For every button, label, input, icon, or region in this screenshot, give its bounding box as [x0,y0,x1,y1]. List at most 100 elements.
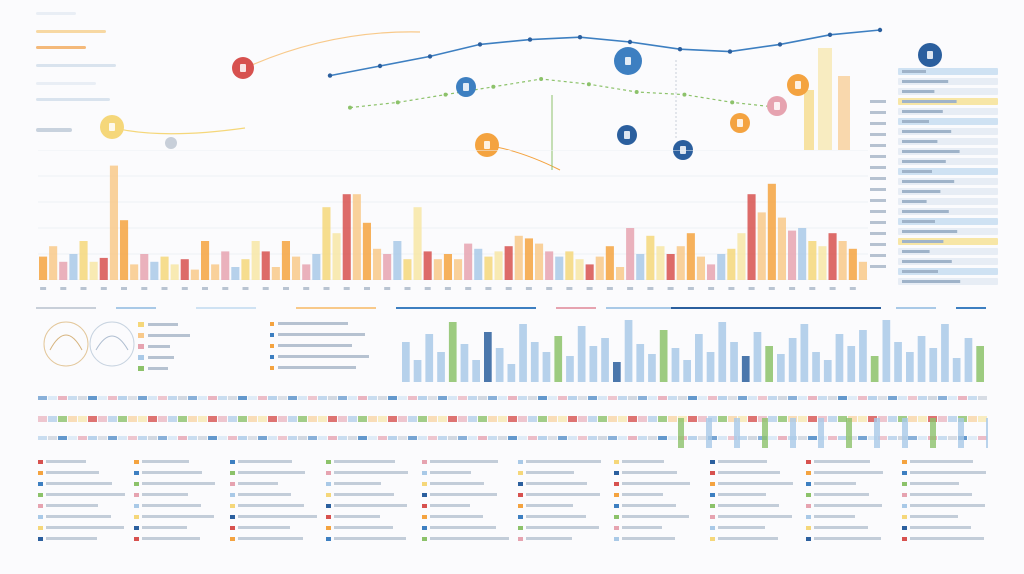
heat-cell [188,436,197,440]
table-swatch [38,493,43,497]
mid-bar [472,360,480,382]
bar [89,261,98,280]
heat-cell [848,396,857,400]
right-panel-row [898,188,998,195]
table-cell [430,526,496,529]
heat-cell [718,416,727,422]
heat-cell [378,416,387,422]
heat-cell [168,416,177,422]
heat-cell [768,416,777,422]
overlay-lines [109,27,883,171]
table-swatch [902,504,907,508]
table-swatch [134,515,139,519]
line-point [577,35,583,40]
table-swatch [422,471,427,475]
line-point [477,42,483,47]
table-swatch [518,493,523,497]
table-cell [46,482,112,485]
heat-cell [908,396,917,400]
right-panel-row [898,108,998,115]
heat-cell [638,416,647,422]
bar [737,233,746,280]
right-panel-rows [898,68,998,285]
right-label [870,177,886,180]
x-tick-label [525,287,532,290]
table-cell [718,460,767,463]
x-tick-label [202,287,208,290]
text-line [278,333,365,336]
x-tick-label [343,287,350,290]
heat-cell [928,396,937,400]
heat-cell [368,416,377,422]
line-point [634,90,639,94]
mid-bar [952,358,961,382]
mid-bar [741,356,750,382]
node-grey [165,137,177,149]
heat-cell [208,396,217,400]
heat-cell [708,436,717,440]
text-bullet [270,366,274,370]
right-panel-text [902,140,938,143]
heat-cell [488,436,497,440]
heat-cell [918,436,927,440]
heat-cell [688,436,697,440]
table-cell [430,537,509,540]
table-cell [814,537,881,540]
heat-cell [748,416,757,422]
heat-column [902,418,908,448]
heat-column [958,418,964,448]
right-panel-text [902,280,961,283]
table-swatch [230,526,235,530]
legend-label [148,345,170,348]
bar [49,246,58,280]
heat-cell [228,396,237,400]
mid-bar [425,334,434,382]
text-line [278,355,369,358]
heat-cell [888,416,897,422]
bar [686,233,695,280]
mid-bar [495,348,504,382]
heat-cell [978,416,987,422]
line-point [377,63,383,69]
heat-cell [728,396,737,400]
right-label-ticks [870,100,886,268]
table-swatch [710,526,715,530]
x-tick-label [303,287,310,290]
heat-cell [738,396,747,400]
heat-cell [738,416,747,422]
table-swatch [134,493,139,497]
heat-cell [388,396,397,400]
heat-cell [838,416,847,422]
heat-cell [428,396,437,400]
heat-cell [858,396,867,400]
right-panel-text [902,90,935,93]
table-swatch [806,482,811,486]
heat-cell [268,436,277,440]
table-swatch [134,460,139,464]
table-swatch [614,482,619,486]
heat-cell [638,396,647,400]
heat-cell [658,436,667,440]
bar [362,222,371,280]
mid-bar-chart-svg [402,320,984,382]
bar [717,254,726,280]
table-cell [142,471,202,474]
mid-bar [941,324,949,382]
table-swatch [614,471,619,475]
bar [322,207,331,280]
heat-cell [438,436,447,440]
table-swatch [38,504,43,508]
highlight-column [838,76,850,150]
table-swatch [422,482,427,486]
heat-cell [778,436,787,440]
table-cell [526,460,601,463]
bar [393,241,402,280]
mid-left-illustration [40,310,135,380]
heat-cell [778,416,787,422]
divider-segment [396,307,536,309]
node-orange-3-circle [730,113,750,133]
heat-cell [318,436,327,440]
line-point [730,100,735,105]
x-tick-label [768,287,775,290]
right-panel-row [898,118,998,125]
